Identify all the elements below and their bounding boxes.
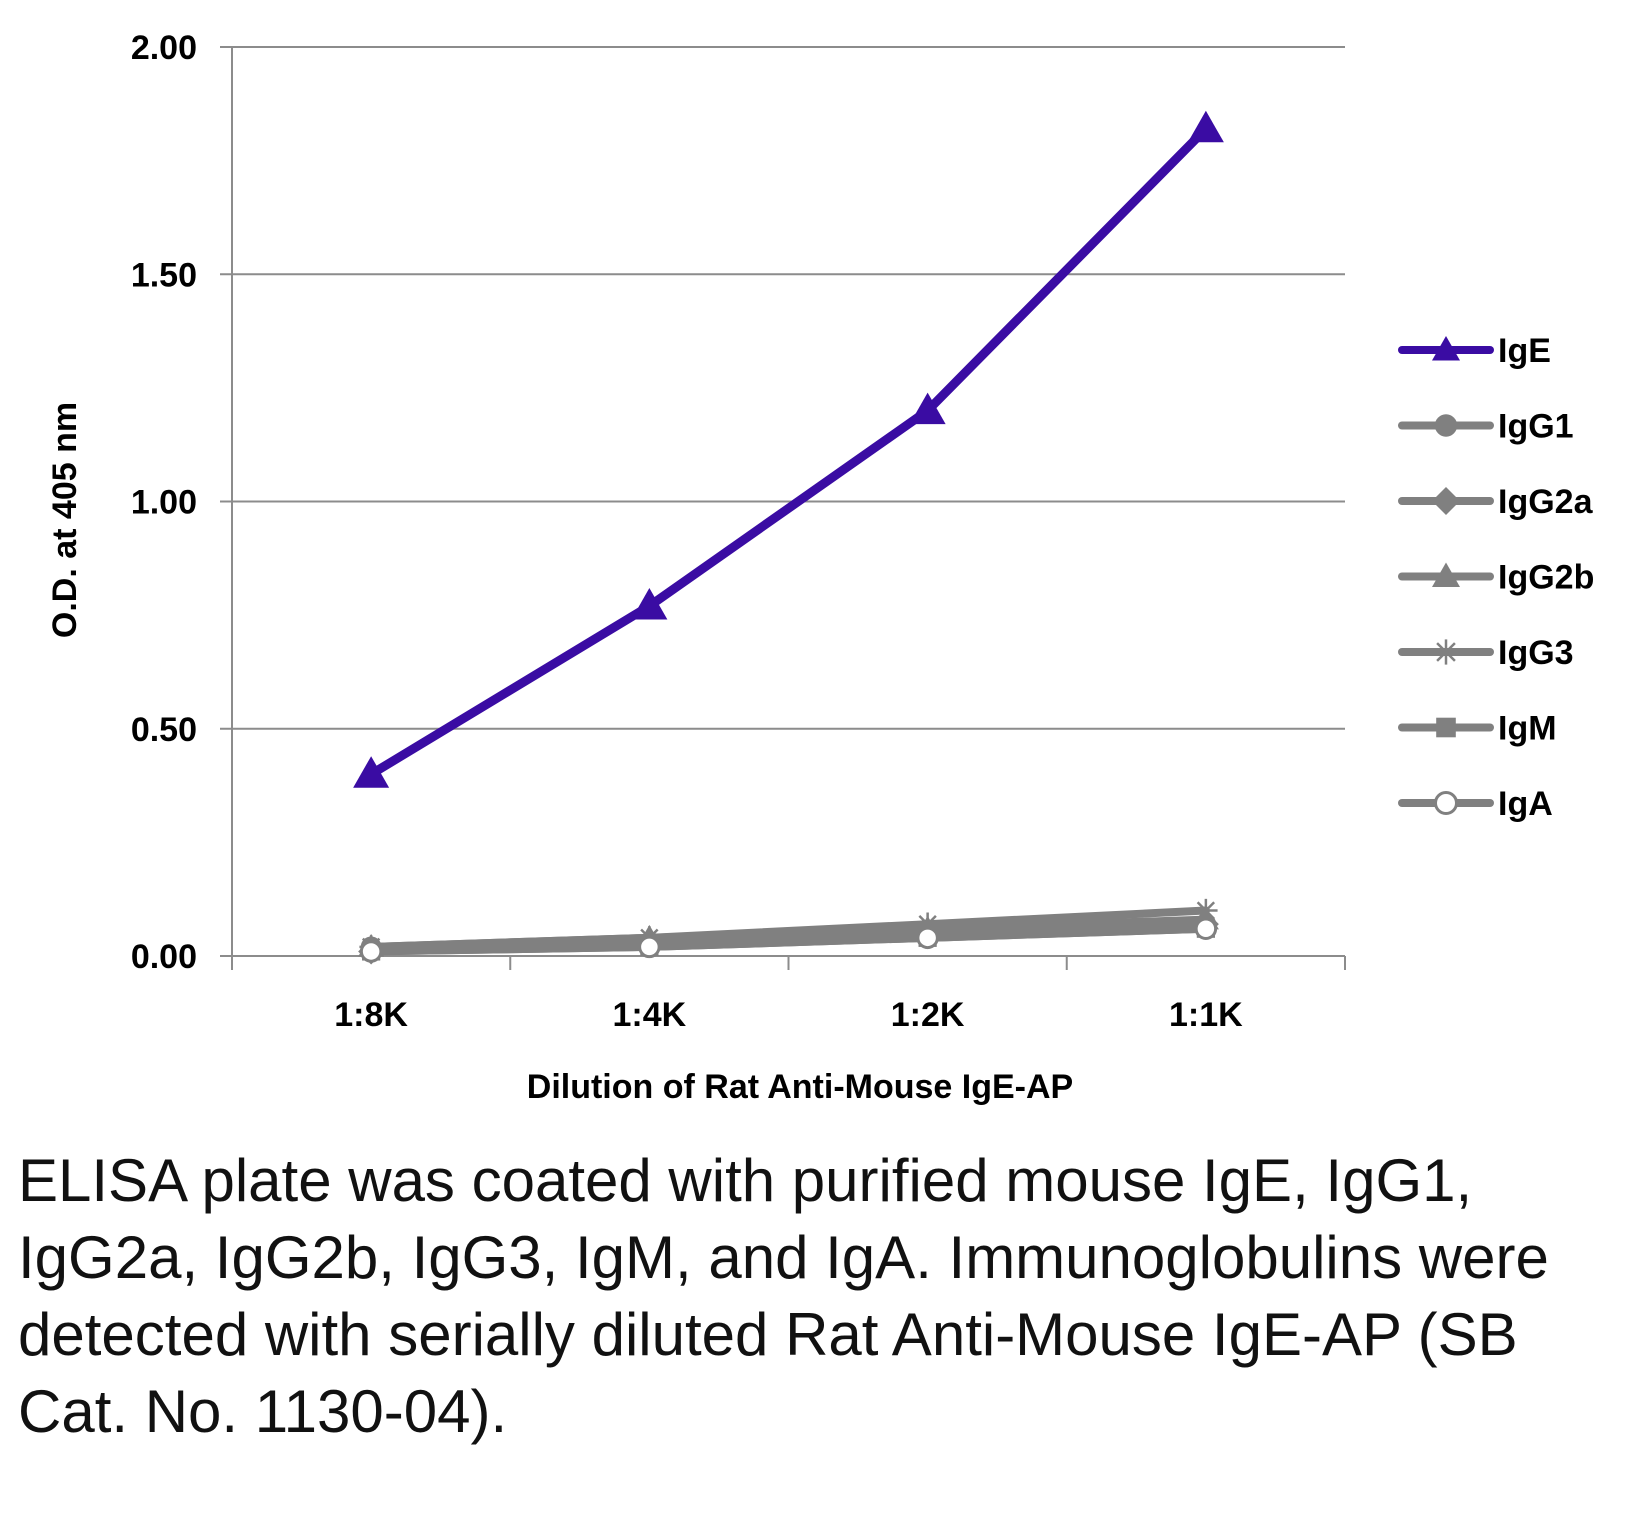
legend-marker-igg2a: [1432, 487, 1460, 515]
legend-item-igg1: IgG1: [1398, 408, 1574, 446]
series-iga: [359, 917, 1218, 963]
data-point-ige: [1187, 110, 1224, 143]
elisa-line-chart: 0.00 0.50 1.00 1.50 2.00 1:8K 1:4K 1:2K 1:1K IgE…: [46, 29, 1594, 1106]
legend-item-igm: IgM: [1398, 710, 1557, 748]
axes: [220, 47, 1346, 970]
y-tick-label: 2.00: [131, 29, 197, 67]
legend-label: IgG2a: [1498, 483, 1594, 521]
x-tick-label: 1:1K: [1169, 996, 1243, 1034]
data-point-ige: [909, 392, 946, 425]
legend-label: IgG2b: [1498, 559, 1594, 597]
data-point-ige: [353, 756, 390, 788]
data-point-igg3-stroke: [1196, 901, 1216, 920]
x-tick-label: 1:2K: [891, 996, 965, 1034]
gridlines: [220, 46, 1345, 730]
tick-labels: 0.00 0.50 1.00 1.50 2.00 1:8K 1:4K 1:2K 1:1K: [131, 29, 1243, 1034]
data-point-iga: [916, 926, 939, 950]
legend-label: IgG3: [1498, 634, 1574, 672]
legend-marker-igg3: [1433, 639, 1459, 665]
y-tick-label: 0.00: [131, 938, 197, 976]
legend-item-igg2b: IgG2b: [1398, 559, 1594, 597]
series-group: [353, 110, 1224, 965]
series-line-iga: [367, 924, 1210, 956]
figure-caption: ELISA plate was coated with purified mou…: [18, 1147, 1549, 1445]
legend-marker-iga: [1434, 791, 1458, 815]
legend-marker-igg3-stroke: [1436, 642, 1456, 662]
legend-label: IgE: [1498, 332, 1551, 370]
legend-item-igg3: IgG3: [1398, 634, 1574, 672]
data-point-iga: [638, 935, 661, 959]
data-point-iga: [1194, 917, 1218, 940]
legend-label: IgA: [1498, 785, 1553, 823]
legend: IgE IgG1 IgG2a IgG2b IgG3 IgM IgA: [1398, 332, 1594, 823]
legend-item-igg2a: IgG2a: [1398, 483, 1594, 521]
x-axis-title: Dilution of Rat Anti-Mouse IgE-AP: [527, 1068, 1073, 1106]
legend-label: IgG1: [1498, 408, 1574, 446]
legend-marker-igm: [1436, 717, 1456, 738]
y-tick-label: 1.00: [131, 484, 197, 522]
data-point-ige: [631, 588, 668, 620]
series-line-igg3: [367, 906, 1210, 951]
legend-item-ige: IgE: [1398, 332, 1551, 370]
legend-marker-igg1: [1434, 414, 1458, 437]
series-line-ige: [366, 124, 1211, 779]
x-tick-label: 1:4K: [613, 996, 687, 1034]
y-tick-label: 1.50: [131, 256, 197, 294]
legend-label: IgM: [1498, 710, 1557, 748]
legend-marker-igg2b: [1432, 562, 1460, 587]
legend-marker-ige: [1432, 336, 1460, 361]
y-axis-title: O.D. at 405 nm: [46, 402, 84, 638]
x-tick-label: 1:8K: [334, 996, 408, 1034]
legend-item-iga: IgA: [1398, 785, 1553, 823]
data-point-iga: [359, 940, 383, 963]
y-tick-label: 0.50: [131, 711, 197, 749]
series-ige: [353, 110, 1224, 788]
